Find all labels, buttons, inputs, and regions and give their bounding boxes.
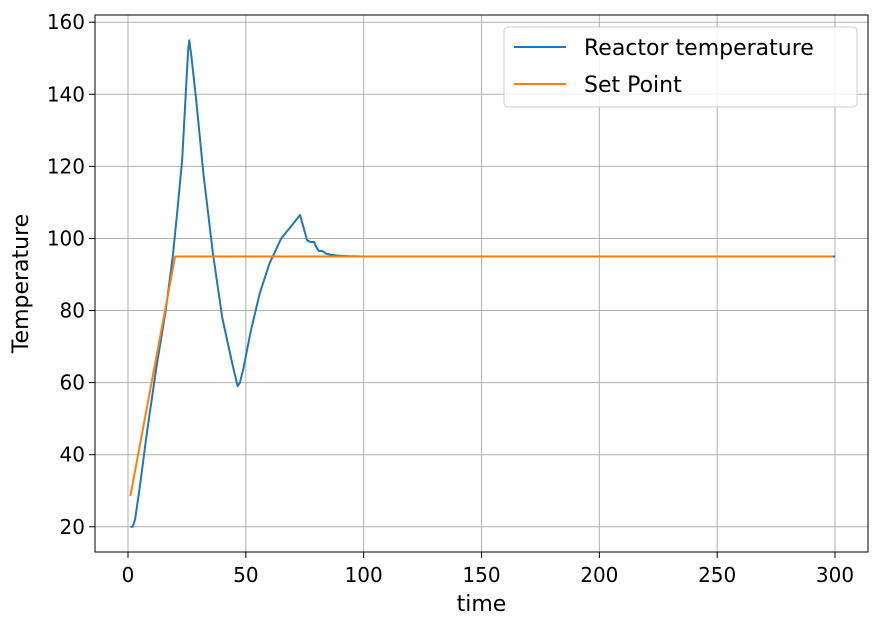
x-tick-label: 100 [345,563,383,587]
series-layer [129,39,836,528]
series-line-set-point [129,255,833,497]
y-tick-label: 60 [60,371,85,395]
y-tick-label: 160 [47,10,85,34]
x-tick-label: 150 [462,563,500,587]
legend-label-reactor-temperature: Reactor temperature [584,36,814,61]
x-tick-label: 0 [122,563,135,587]
x-tick-label: 200 [580,563,618,587]
x-tick-label: 50 [233,563,258,587]
y-tick-label: 40 [60,443,85,467]
y-tick-label: 120 [47,154,85,178]
legend-label-set-point: Set Point [584,73,682,98]
legend: Reactor temperature Set Point [503,26,858,108]
y-tick-label: 20 [60,515,85,539]
y-tick-label: 80 [60,299,85,323]
y-tick-label: 140 [47,82,85,106]
x-tick-label: 300 [816,563,854,587]
legend-box [503,26,858,108]
y-axis-label: Temperature [9,214,34,354]
x-axis-label: time [457,592,507,617]
x-tick-label: 250 [698,563,736,587]
series-line-reactor-temperature [130,39,836,528]
axis-ticks: 0 50 100 150 200 250 300 20 40 60 80 100 120 140 160 [47,10,854,587]
y-tick-label: 100 [47,226,85,250]
